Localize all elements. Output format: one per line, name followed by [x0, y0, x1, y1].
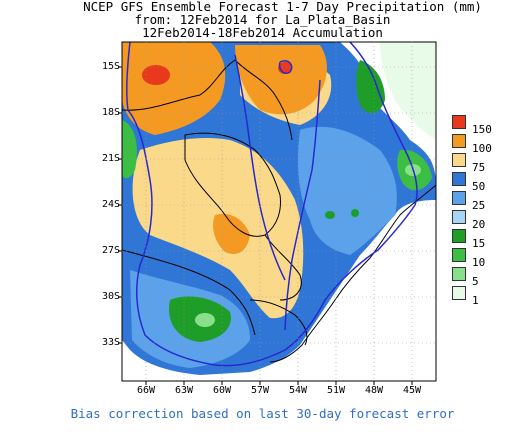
x-tick-label: 57W: [250, 385, 270, 396]
green-spot-2: [351, 209, 359, 217]
footer-note: Bias correction based on last 30-day for…: [70, 406, 455, 421]
x-tick-label: 51W: [326, 385, 346, 396]
river-loop: [278, 60, 293, 74]
legend-swatch: [452, 267, 466, 281]
y-tick-label: 33S: [101, 337, 120, 348]
legend-swatch: [452, 229, 466, 243]
x-tick-label: 63W: [174, 385, 194, 396]
border-brazil-south: [264, 234, 302, 301]
river-parana: [284, 79, 321, 331]
legend-label: 50: [472, 180, 486, 193]
legend-label: 20: [472, 218, 486, 231]
y-tick-label: 24S: [101, 199, 120, 210]
x-tick-label: 45W: [402, 385, 422, 396]
border-argentina: [122, 249, 256, 336]
y-tick-label: 30S: [101, 291, 120, 302]
y-tick-label: 21S: [101, 153, 120, 164]
green-spot-1: [325, 211, 335, 219]
legend-label: 15: [472, 237, 486, 250]
border-uruguay: [249, 299, 308, 346]
legend-swatch: [452, 191, 466, 205]
green-west-edge: [122, 120, 137, 179]
red-spot-west: [142, 65, 170, 85]
coast-east: [269, 184, 436, 363]
title-line-3: 12Feb2014-18Feb2014 Accumulation: [142, 25, 383, 40]
legend-label: 100: [472, 142, 492, 155]
legend-swatch: [452, 172, 466, 186]
green-south-light: [195, 313, 215, 327]
legend-label: 150: [472, 123, 492, 136]
outside-southwest: [122, 340, 300, 381]
river-paraguay: [234, 54, 286, 281]
legend-label: 75: [472, 161, 486, 174]
legend-swatch: [452, 153, 466, 167]
legend-swatch: [452, 134, 466, 148]
orange-central: [213, 213, 250, 255]
pale-northeast: [380, 42, 436, 140]
legend-swatch: [452, 115, 466, 129]
title-line-2: from: 12Feb2014 for La_Plata_Basin: [134, 12, 391, 27]
outside-southeast: [300, 200, 436, 381]
y-tick-label: 15S: [101, 61, 120, 72]
x-tick-label: 54W: [288, 385, 308, 396]
x-tick-label: 60W: [212, 385, 232, 396]
legend-label: 25: [472, 199, 486, 212]
border-bolivia: [122, 59, 293, 141]
legend-label: 10: [472, 256, 486, 269]
legend-swatch: [452, 248, 466, 262]
legend-label: 5: [472, 275, 479, 288]
orange-north: [235, 45, 327, 115]
y-tick-label: 27S: [101, 245, 120, 256]
orange-northwest: [122, 42, 226, 135]
y-tick-label: 18S: [101, 107, 120, 118]
x-tick-label: 66W: [136, 385, 156, 396]
x-tick-label: 48W: [364, 385, 384, 396]
green-northeast: [356, 60, 385, 114]
legend-swatch: [452, 286, 466, 300]
title-line-1: NCEP GFS Ensemble Forecast 1-7 Day Preci…: [83, 0, 482, 14]
legend-label: 1: [472, 294, 479, 307]
legend-swatch: [452, 210, 466, 224]
basin-boundary: [125, 42, 418, 367]
border-paraguay: [184, 132, 281, 237]
